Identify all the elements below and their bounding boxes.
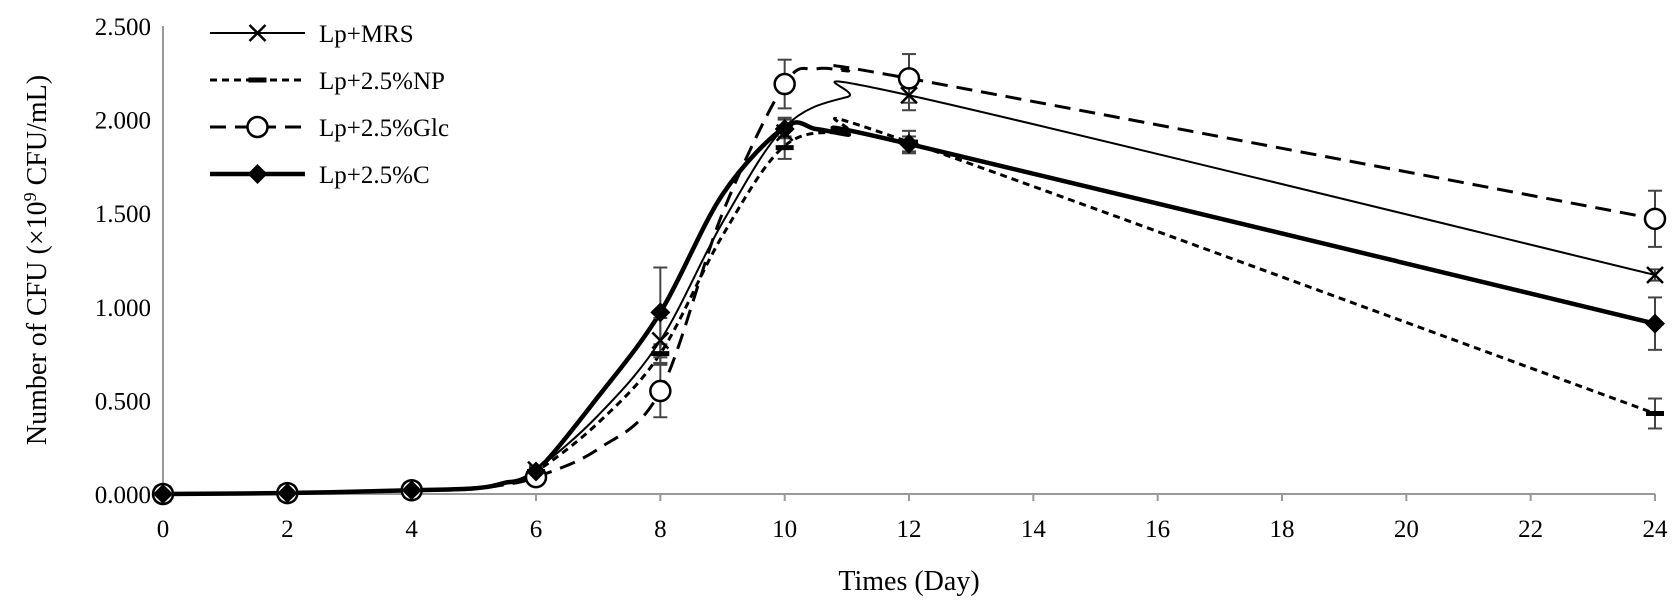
x-axis-title: Times (Day) xyxy=(838,566,979,597)
x-tick-label: 12 xyxy=(897,516,922,543)
legend-label: Lp+2.5%NP xyxy=(319,68,445,95)
legend: Lp+MRS Lp+2.5%NP Lp+2.5%Glc Lp+2.5%C xyxy=(210,21,449,189)
legend-item: Lp+2.5%C xyxy=(210,162,430,189)
legend-item: Lp+2.5%NP xyxy=(210,68,445,95)
legend-label: Lp+2.5%Glc xyxy=(319,115,449,142)
data-point xyxy=(649,379,672,403)
series-layer xyxy=(151,53,1667,506)
data-point xyxy=(277,483,298,504)
y-axis-title: Number of CFU (×109 CFU/mL) xyxy=(20,75,53,445)
y-axis-title-suffix: CFU/mL) xyxy=(22,75,53,192)
x-tick-label: 4 xyxy=(405,516,418,543)
x-tick-label: 22 xyxy=(1518,516,1543,543)
y-tick-label: 1.000 xyxy=(95,295,151,322)
data-point xyxy=(526,461,546,482)
y-axis-title-prefix: Number of CFU (×10 xyxy=(22,201,53,445)
x-tick-label: 24 xyxy=(1643,516,1669,543)
x-tick-label: 14 xyxy=(1021,516,1047,543)
x-tick-label: 6 xyxy=(530,516,543,543)
data-point xyxy=(899,133,919,154)
data-point xyxy=(1646,266,1664,284)
data-point xyxy=(774,118,795,139)
data-point xyxy=(897,67,921,90)
data-point xyxy=(401,480,422,501)
y-tick-label: 2.000 xyxy=(95,108,151,135)
legend-item: Lp+MRS xyxy=(210,21,414,48)
x-tick-label: 8 xyxy=(654,516,667,543)
x-tick-label: 18 xyxy=(1270,516,1295,543)
x-tick-label: 2 xyxy=(281,516,294,543)
y-tick-label: 0.500 xyxy=(95,388,151,415)
data-point xyxy=(1643,207,1667,231)
data-point xyxy=(773,72,796,96)
x-tick-label: 0 xyxy=(157,516,170,543)
x-tick-label: 20 xyxy=(1394,516,1419,543)
legend-marker xyxy=(248,24,267,42)
data-point xyxy=(153,484,173,504)
data-point xyxy=(1645,313,1665,334)
data-point xyxy=(651,331,670,350)
x-tick-label: 10 xyxy=(772,516,797,543)
y-tick-label: 0.000 xyxy=(95,482,151,509)
legend-marker xyxy=(247,164,268,184)
y-axis-title-exponent: 9 xyxy=(20,192,40,201)
legend-label: Lp+2.5%C xyxy=(319,162,430,189)
y-tick-label: 2.500 xyxy=(95,14,151,41)
legend-marker xyxy=(246,115,269,139)
legend-item: Lp+2.5%Glc xyxy=(210,115,449,142)
legend-label: Lp+MRS xyxy=(319,21,414,48)
data-point xyxy=(650,302,671,323)
x-tick-label: 16 xyxy=(1145,516,1170,543)
y-tick-label: 1.500 xyxy=(95,201,151,228)
data-point xyxy=(900,86,918,105)
